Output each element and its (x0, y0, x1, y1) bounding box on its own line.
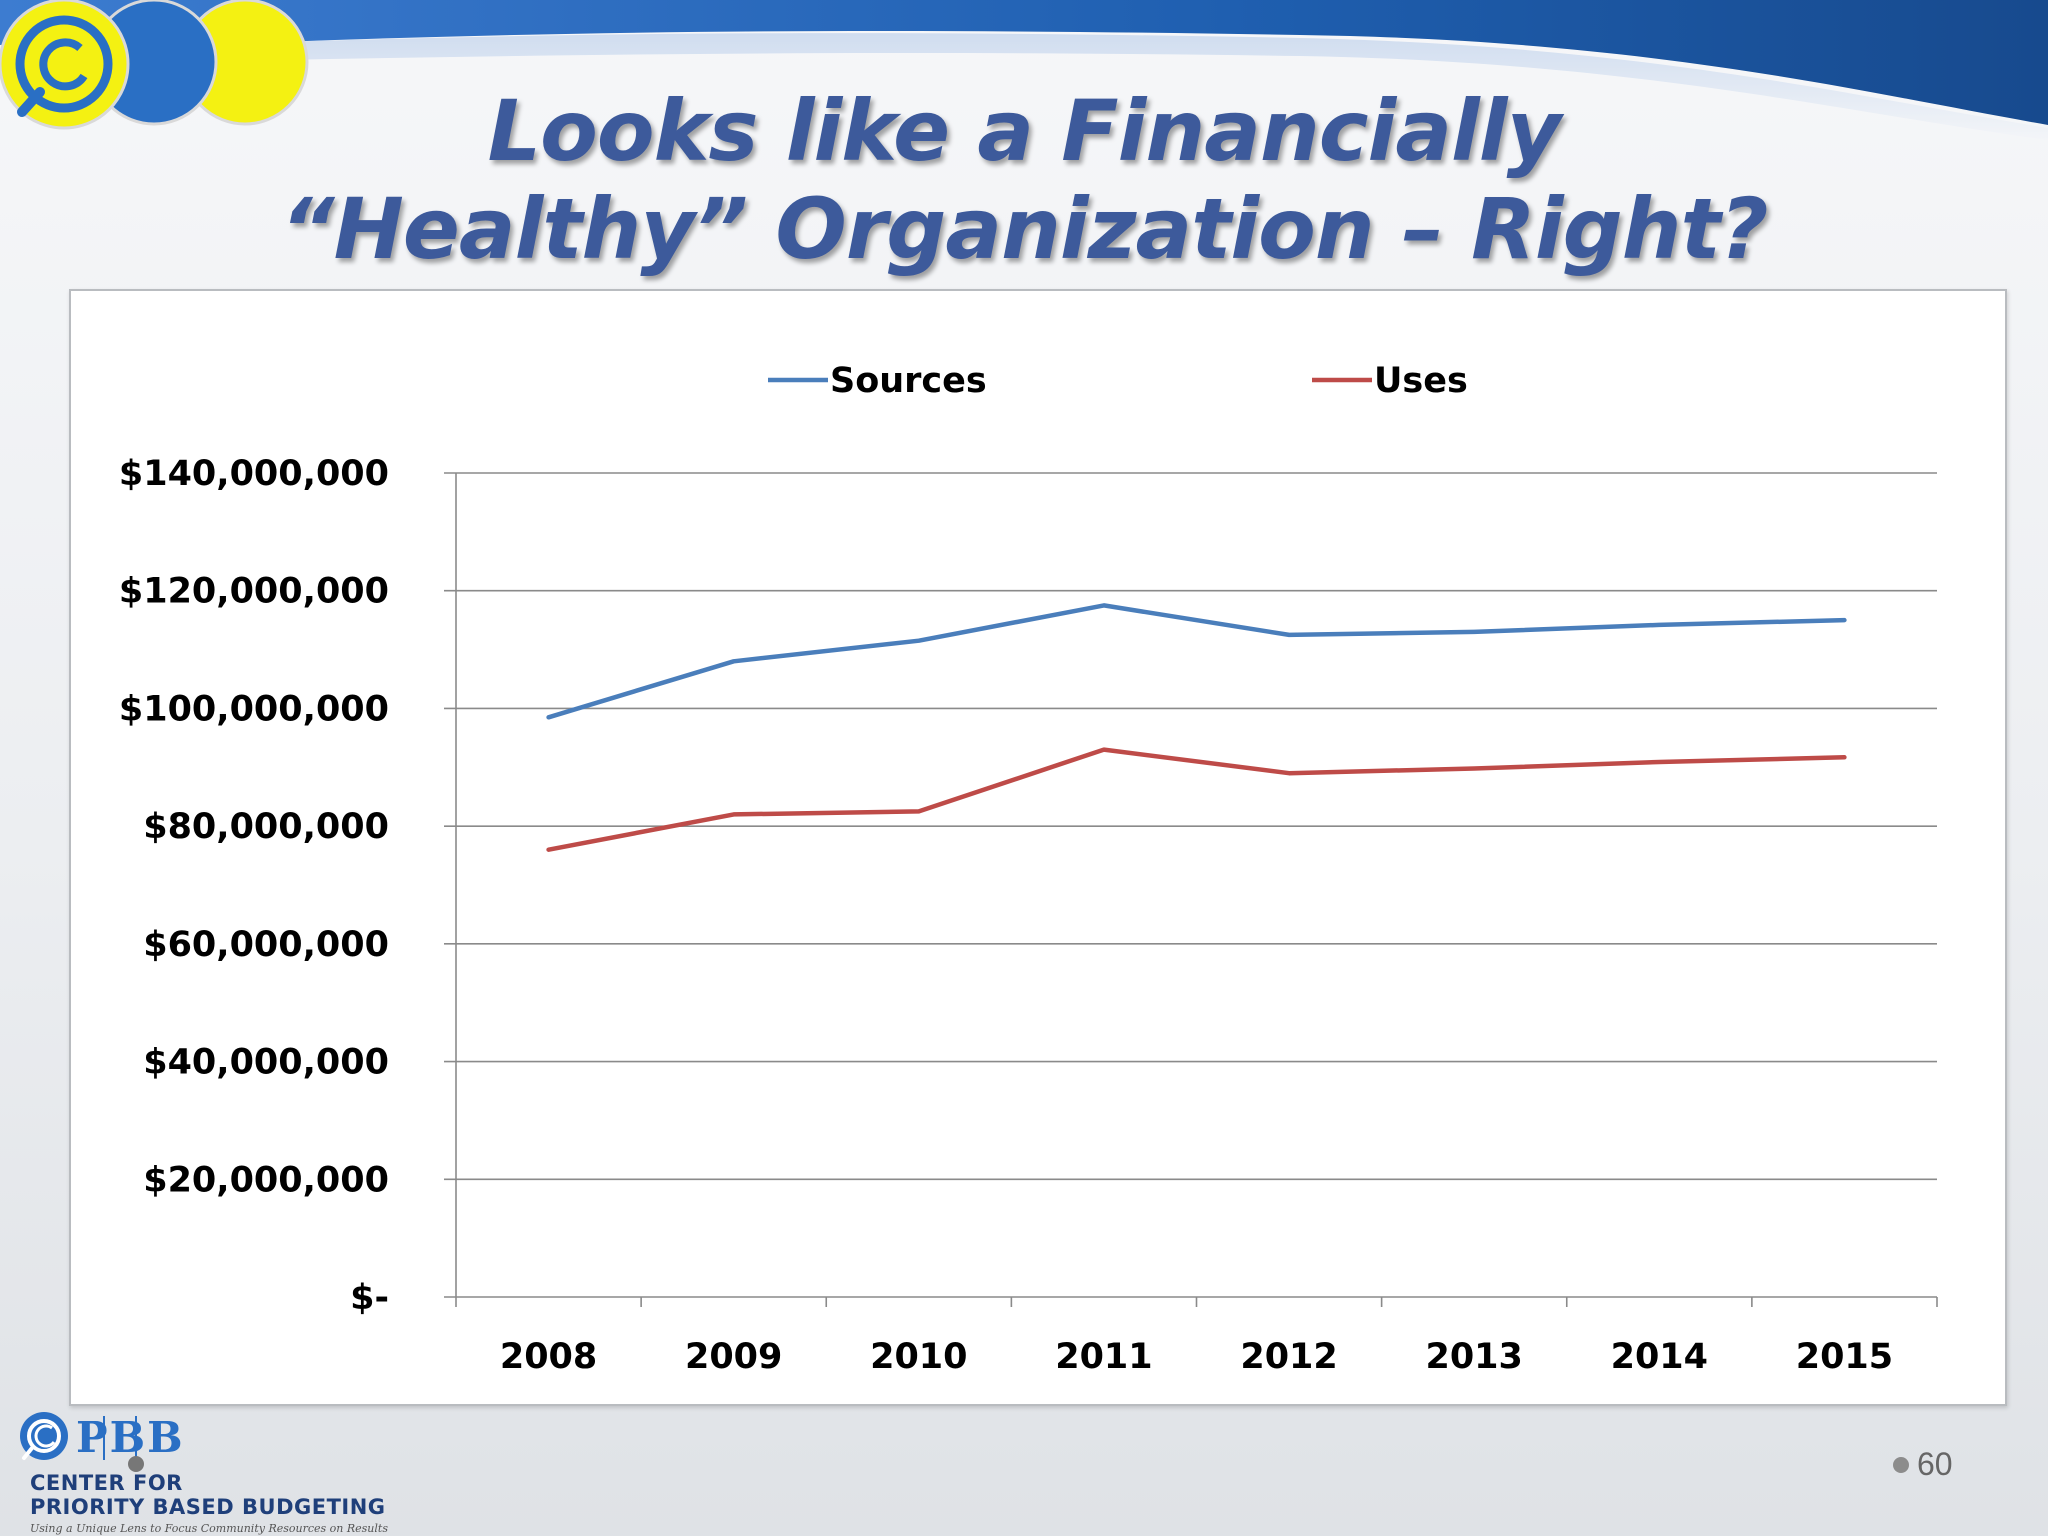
chart-legend: Sources Uses (768, 361, 1468, 401)
y-tick-label: $- (350, 1278, 389, 1318)
y-tick-label: $60,000,000 (143, 925, 389, 965)
y-tick-label: $80,000,000 (143, 807, 389, 847)
pbb-org-line-2: PRIORITY BASED BUDGETING (30, 1495, 386, 1519)
x-tick-label: 2015 (1796, 1337, 1893, 1377)
y-tick-label: $140,000,000 (119, 454, 389, 494)
x-tick-label: 2012 (1240, 1337, 1337, 1377)
page-number-text: 60 (1917, 1446, 1953, 1482)
y-tick-label: $40,000,000 (143, 1043, 389, 1083)
line-chart: $- $20,000,000 $40,000,000 $60,000,000 $80,0… (119, 361, 1938, 1377)
series-lines (546, 603, 1847, 852)
bullet-icon (1893, 1456, 1909, 1473)
slide-title-line-1: Looks like a Financially (487, 82, 1562, 180)
axes (455, 473, 1938, 1307)
y-tick-label: $20,000,000 (143, 1160, 389, 1200)
brand-logo-circles (0, 0, 309, 130)
x-tick-label: 2014 (1611, 1337, 1708, 1377)
y-tick-label: $120,000,000 (119, 572, 389, 612)
series-line-uses (546, 747, 1847, 852)
x-tick-label: 2008 (500, 1337, 597, 1377)
y-tick-labels: $- $20,000,000 $40,000,000 $60,000,000 $80,0… (119, 454, 389, 1318)
pbb-tagline: Using a Unique Lens to Focus Community R… (30, 1522, 388, 1535)
series-line-sources (546, 603, 1847, 720)
chart-panel: $- $20,000,000 $40,000,000 $60,000,000 $80,0… (69, 289, 2007, 1406)
pbb-letters: PBB (76, 1413, 185, 1462)
legend-label-sources: Sources (830, 361, 987, 401)
page-number: 60 (1893, 1446, 1953, 1483)
x-tick-label: 2011 (1055, 1337, 1152, 1377)
pbb-logo-icon (20, 1412, 144, 1472)
pbb-org-line-1: CENTER FOR (30, 1471, 183, 1495)
header-swoosh (0, 0, 2048, 140)
grid-lines (444, 472, 1937, 1298)
x-tick-label: 2009 (685, 1337, 782, 1377)
x-tick-label: 2013 (1425, 1337, 1522, 1377)
y-tick-label: $100,000,000 (119, 689, 389, 729)
slide-title-line-2: “Healthy” Organization – Right? (280, 180, 1769, 278)
x-tick-labels: 2008 2009 2010 2011 2012 2013 2014 2015 (500, 1337, 1893, 1377)
x-tick-label: 2010 (870, 1337, 967, 1377)
legend-label-uses: Uses (1374, 361, 1468, 401)
